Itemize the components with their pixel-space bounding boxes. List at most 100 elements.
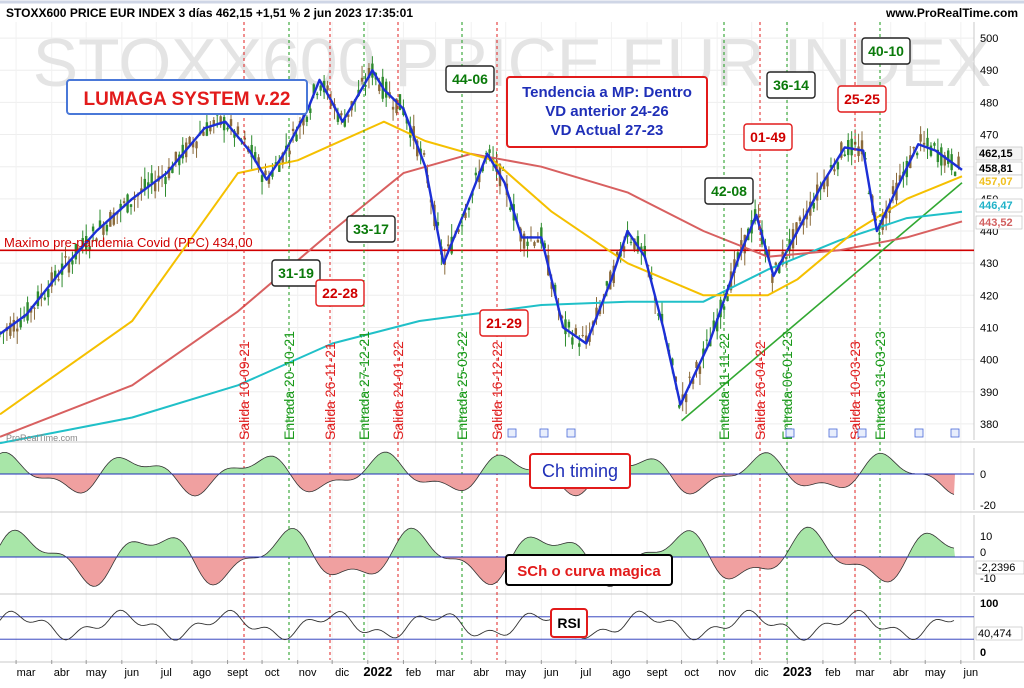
event-icon[interactable] (785, 428, 795, 438)
candle-body (795, 222, 798, 234)
candle-body (840, 142, 843, 158)
price-tag (975, 198, 1023, 213)
chart-title: STOXX600 PRICE EUR INDEX 3 días 462,15 +… (6, 6, 413, 20)
candle-body (522, 233, 526, 249)
candle-body (305, 116, 309, 122)
candle-body (209, 125, 212, 132)
candle-body (567, 321, 571, 328)
candle-body (912, 146, 915, 149)
sch-tick: 10 (980, 531, 992, 543)
score-box (445, 65, 495, 93)
event-icon[interactable] (828, 428, 838, 438)
x-tick-label: abr (893, 667, 909, 679)
y-tick-label: 430 (980, 258, 998, 270)
timing-tick: 0 (980, 469, 986, 481)
price-tag (975, 174, 1023, 189)
brand-link[interactable]: www.ProRealTime.com (885, 6, 1018, 20)
candle-body (578, 343, 581, 347)
sch-tick: -10 (980, 573, 996, 585)
signal-label: Entrada 20-10-21 (281, 331, 297, 440)
trend-line-3: VD Actual 27-23 (551, 122, 664, 139)
candle-body (164, 176, 167, 185)
score-label: 31-19 (278, 265, 314, 281)
x-tick-label: jun (543, 667, 559, 679)
signal-label: Salida 10-09-21 (236, 341, 252, 440)
candle-body (202, 131, 205, 136)
candle-body (336, 113, 340, 122)
x-tick-label: ago (612, 667, 630, 679)
candle-body (71, 260, 74, 265)
candle-body (571, 337, 574, 345)
candle-body (467, 207, 471, 211)
candle-body (147, 182, 150, 187)
candle-body (550, 281, 553, 289)
y-tick-label: 480 (980, 97, 998, 109)
ch-timing-line (0, 451, 955, 497)
trend-box (506, 76, 708, 148)
x-tick-label: jun (123, 667, 139, 679)
candle-body (212, 120, 215, 126)
score-box (743, 123, 793, 151)
candle-body (857, 146, 860, 157)
candle-body (671, 358, 674, 366)
candle-body (140, 188, 143, 193)
candle-body (112, 212, 115, 225)
event-icon[interactable] (857, 428, 867, 438)
x-tick-label: abr (473, 667, 489, 679)
x-tick-label: oct (265, 667, 280, 679)
candle-body (881, 215, 884, 230)
ch-timing-positive-area (0, 452, 955, 474)
candle-body (295, 134, 298, 142)
candle-body (119, 203, 122, 211)
score-box (837, 85, 887, 113)
x-tick-label: feb (406, 667, 421, 679)
score-label: 22-28 (322, 285, 358, 301)
system-label: LUMAGA SYSTEM v.22 (84, 89, 291, 110)
signal-label: Entrada 11-11-22 (716, 333, 732, 440)
candle-body (67, 260, 71, 273)
candle-body (319, 85, 322, 91)
score-box (315, 279, 365, 307)
event-icon[interactable] (950, 428, 960, 438)
event-icon[interactable] (539, 428, 549, 438)
candle-body (829, 165, 833, 168)
candle-body (391, 106, 395, 110)
event-icon[interactable] (914, 428, 924, 438)
event-icon[interactable] (507, 428, 517, 438)
score-box (704, 177, 754, 205)
y-tick-label: 400 (980, 355, 998, 367)
rsi-value-tag (975, 626, 1023, 641)
score-label: 40-10 (868, 43, 904, 59)
trend-line (681, 182, 963, 422)
candle-body (243, 137, 247, 140)
candle-body (629, 241, 633, 243)
candle-body (329, 101, 333, 106)
score-label: 42-08 (711, 183, 747, 199)
candle-body (929, 145, 933, 156)
rsi-value: 40,474 (978, 628, 1012, 640)
candle-body (940, 147, 943, 166)
y-tick-label: 380 (980, 419, 998, 431)
event-icon[interactable] (566, 428, 576, 438)
candle-body (12, 319, 15, 332)
x-tick-label: nov (299, 667, 317, 679)
y-tick-label: 500 (980, 33, 998, 45)
candle-body (933, 143, 936, 146)
rsi-label: RSI (557, 615, 580, 631)
x-tick-label: sept (227, 667, 248, 679)
candle-body (564, 319, 567, 335)
y-tick-label: 470 (980, 130, 998, 142)
candle-body (309, 108, 312, 114)
price-tag-label: 443,52 (979, 217, 1013, 229)
ch-timing-box (529, 453, 631, 489)
score-label: 21-29 (486, 315, 522, 331)
candle-body (347, 114, 350, 117)
signal-label: Entrada 25-03-22 (454, 331, 470, 440)
candle-body (143, 178, 147, 191)
candle-body (47, 288, 50, 298)
signal-label: Salida 16-12-22 (489, 341, 505, 440)
candle-body (288, 150, 291, 155)
candle-body (584, 335, 588, 344)
signal-label: Entrada 31-03-23 (872, 331, 888, 440)
candle-body (509, 207, 512, 211)
